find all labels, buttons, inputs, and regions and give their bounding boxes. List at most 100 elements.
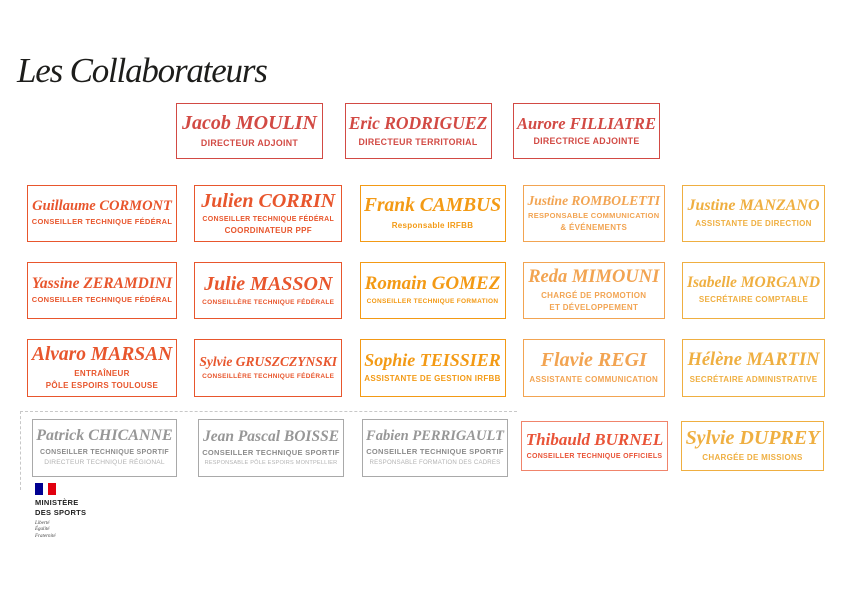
row-direction: Jacob MOULIN DIRECTEUR ADJOINT Eric RODRIG… (176, 103, 660, 159)
person-card: Fabien PERRIGAULT CONSEILLER TECHNIQUE SP… (362, 419, 508, 477)
person-title-line: ASSISTANTE COMMUNICATION (529, 375, 659, 385)
person-title-line: CONSEILLER TECHNIQUE SPORTIF (40, 449, 169, 457)
person-title-line: COORDINATEUR PPF (224, 225, 312, 235)
person-title-line: & ÉVÉNEMENTS (560, 222, 628, 232)
person-name: Julie MASSON (204, 272, 333, 295)
person-name: Fabien PERRIGAULT (366, 428, 504, 445)
person-title: RESPONSABLE COMMUNICATION & ÉVÉNEMENTS (527, 211, 661, 233)
person-title-line: CONSEILLER TECHNIQUE SPORTIF (366, 447, 504, 457)
person-card: Sophie TEISSIER ASSISTANTE DE GESTION IRF… (359, 339, 506, 397)
person-card: Alvaro MARSAN ENTRAÎNEUR PÔLE ESPOIRS TOUL… (27, 339, 177, 397)
person-name: Flavie REGI (540, 349, 647, 372)
person-name: Sophie TEISSIER (364, 350, 501, 371)
person-title: SECRÉTAIRE COMPTABLE (686, 294, 821, 305)
person-title-line: CONSEILLER TECHNIQUE SPORTIF (202, 448, 340, 458)
french-flag-icon (35, 483, 56, 495)
person-title-line: Responsable IRFBB (391, 220, 474, 230)
person-card: Reda MIMOUNI CHARGÉ DE PROMOTION ET DÉVELO… (522, 262, 665, 319)
person-title-line: CONSEILLER TECHNIQUE OFFICIELS (526, 452, 663, 460)
person-card: Romain GOMEZ CONSEILLER TECHNIQUE FORMATI… (359, 262, 506, 319)
person-title: CONSEILLER TECHNIQUE SPORTIF RESPONSABLE … (202, 448, 340, 467)
person-title: CONSEILLER TECHNIQUE OFFICIELS (525, 452, 664, 462)
person-title: DIRECTEUR TERRITORIAL (349, 136, 488, 148)
person-title: CONSEILLÈRE TECHNIQUE FÉDÉRALE (198, 298, 338, 307)
ministry-motto: Liberté Égalité Fraternité (35, 520, 56, 540)
person-card: Frank CAMBUS Responsable IRFBB (359, 185, 506, 242)
row-staff-1: Guillaume CORMONT CONSEILLER TECHNIQUE FÉ… (27, 185, 825, 242)
person-title: ENTRAÎNEUR PÔLE ESPOIRS TOULOUSE (31, 368, 173, 390)
person-name: Alvaro MARSAN (31, 344, 173, 365)
person-title-line: ENTRAÎNEUR (74, 369, 130, 379)
person-card: Justine MANZANO ASSISTANTE DE DIRECTION (682, 185, 825, 242)
person-name: Julien CORRIN (201, 190, 336, 212)
person-title: ASSISTANTE DE DIRECTION (686, 218, 821, 229)
person-title: CONSEILLER TECHNIQUE SPORTIF RESPONSABLE … (366, 447, 504, 467)
person-title-line: ASSISTANTE DE GESTION IRFBB (364, 374, 501, 384)
person-card: Sylvie GRUSZCZYNSKI CONSEILLÈRE TECHNIQUE… (194, 339, 343, 397)
person-title-line: CHARGÉE DE MISSIONS (702, 453, 803, 463)
row-staff-2: Yassine ZERAMDINI CONSEILLER TECHNIQUE FÉ… (27, 262, 825, 319)
person-title-line: DIRECTRICE ADJOINTE (533, 136, 640, 146)
person-title-line: CONSEILLER TECHNIQUE FÉDÉRAL (31, 217, 173, 227)
person-card: Justine ROMBOLETTI RESPONSABLE COMMUNICAT… (522, 185, 665, 242)
person-name: Justine ROMBOLETTI (527, 193, 660, 209)
person-title-line: CONSEILLÈRE TECHNIQUE FÉDÉRALE (202, 372, 335, 380)
person-title: CONSEILLÈRE TECHNIQUE FÉDÉRALE (198, 372, 338, 381)
person-name: Sylvie DUPREY (685, 427, 820, 450)
person-title-line: CHARGÉ DE PROMOTION (541, 291, 647, 301)
person-name: Sylvie GRUSZCZYNSKI (199, 353, 338, 369)
person-name: Jacob MOULIN (182, 111, 317, 134)
person-title: CONSEILLER TECHNIQUE SPORTIF DIRECTEUR TE… (36, 448, 173, 468)
person-name: Romain GOMEZ (364, 273, 501, 295)
person-title: CONSEILLER TECHNIQUE FÉDÉRAL (31, 217, 173, 228)
person-title-line: PÔLE ESPOIRS TOULOUSE (45, 380, 159, 390)
person-title-line: ASSISTANTE DE DIRECTION (695, 218, 812, 228)
person-title: CHARGÉ DE PROMOTION ET DÉVELOPPEMENT (527, 290, 661, 312)
person-name: Frank CAMBUS (363, 195, 502, 217)
person-title: SECRÉTAIRE ADMINISTRATIVE (686, 374, 821, 385)
person-card: Sylvie DUPREY CHARGÉE DE MISSIONS (681, 421, 824, 471)
person-card: Yassine ZERAMDINI CONSEILLER TECHNIQUE FÉ… (27, 262, 177, 319)
person-name: Thibauld BURNEL (525, 429, 664, 449)
person-title-line: DIRECTEUR ADJOINT (200, 137, 299, 148)
person-title-line: DIRECTEUR TERRITORIAL (358, 136, 478, 147)
person-card: Jacob MOULIN DIRECTEUR ADJOINT (176, 103, 323, 159)
page-title: Les Collaborateurs (17, 51, 268, 91)
person-card: Julie MASSON CONSEILLÈRE TECHNIQUE FÉDÉRA… (194, 262, 343, 319)
person-card: Hélène MARTIN SECRÉTAIRE ADMINISTRATIVE (682, 339, 825, 397)
person-name: Guillaume CORMONT (32, 198, 172, 215)
person-title: Responsable IRFBB (364, 220, 502, 231)
person-title-line: CONSEILLER TECHNIQUE FORMATION (366, 298, 499, 306)
person-subtitle: RESPONSABLE FORMATION DES CADRES (369, 458, 501, 466)
person-title: ASSISTANTE COMMUNICATION (527, 374, 661, 385)
person-title-line: CONSEILLER TECHNIQUE FÉDÉRAL (31, 294, 173, 304)
person-name: Hélène MARTIN (687, 350, 820, 371)
row-staff-4: Patrick CHICANNE CONSEILLER TECHNIQUE SPO… (0, 419, 842, 483)
person-card: Jean Pascal BOISSE CONSEILLER TECHNIQUE S… (198, 419, 344, 477)
person-title: CONSEILLER TECHNIQUE FORMATION (364, 297, 502, 306)
person-title: CHARGÉE DE MISSIONS (685, 452, 820, 463)
person-title: DIRECTEUR ADJOINT (180, 137, 319, 149)
ministry-logo: MINISTÈRE DES SPORTS Liberté Égalité Fra… (35, 483, 86, 541)
person-name: Yassine ZERAMDINI (31, 274, 173, 292)
person-card: Thibauld BURNEL CONSEILLER TECHNIQUE OFFI… (521, 421, 668, 471)
person-title-line: CONSEILLÈRE TECHNIQUE FÉDÉRALE (202, 298, 335, 306)
person-subtitle: DIRECTEUR TECHNIQUE RÉGIONAL (44, 458, 165, 466)
ministry-name: MINISTÈRE DES SPORTS (35, 498, 87, 517)
dashed-group-frame (20, 411, 517, 490)
person-subtitle: RESPONSABLE PÔLE ESPOIRS MONTPELLIER (204, 459, 338, 466)
person-title-line: SECRÉTAIRE ADMINISTRATIVE (689, 374, 818, 384)
person-name: Isabelle MORGAND (686, 274, 821, 292)
person-title: ASSISTANTE DE GESTION IRFBB (364, 373, 502, 384)
person-title: DIRECTRICE ADJOINTE (517, 135, 656, 147)
person-name: Reda MIMOUNI (528, 267, 660, 287)
person-name: Jean Pascal BOISSE (202, 427, 340, 445)
person-card: Eric RODRIGUEZ DIRECTEUR TERRITORIAL (344, 103, 492, 159)
person-title-line: SECRÉTAIRE COMPTABLE (698, 295, 809, 305)
person-card: Isabelle MORGAND SECRÉTAIRE COMPTABLE (682, 262, 825, 319)
person-title: CONSEILLER TECHNIQUE FÉDÉRAL (31, 295, 173, 306)
person-title-line: ET DÉVELOPPEMENT (549, 302, 639, 312)
row-staff-3: Alvaro MARSAN ENTRAÎNEUR PÔLE ESPOIRS TOUL… (27, 339, 825, 397)
person-card: Flavie REGI ASSISTANTE COMMUNICATION (522, 339, 665, 397)
person-card: Julien CORRIN CONSEILLER TECHNIQUE FÉDÉRA… (194, 185, 343, 242)
